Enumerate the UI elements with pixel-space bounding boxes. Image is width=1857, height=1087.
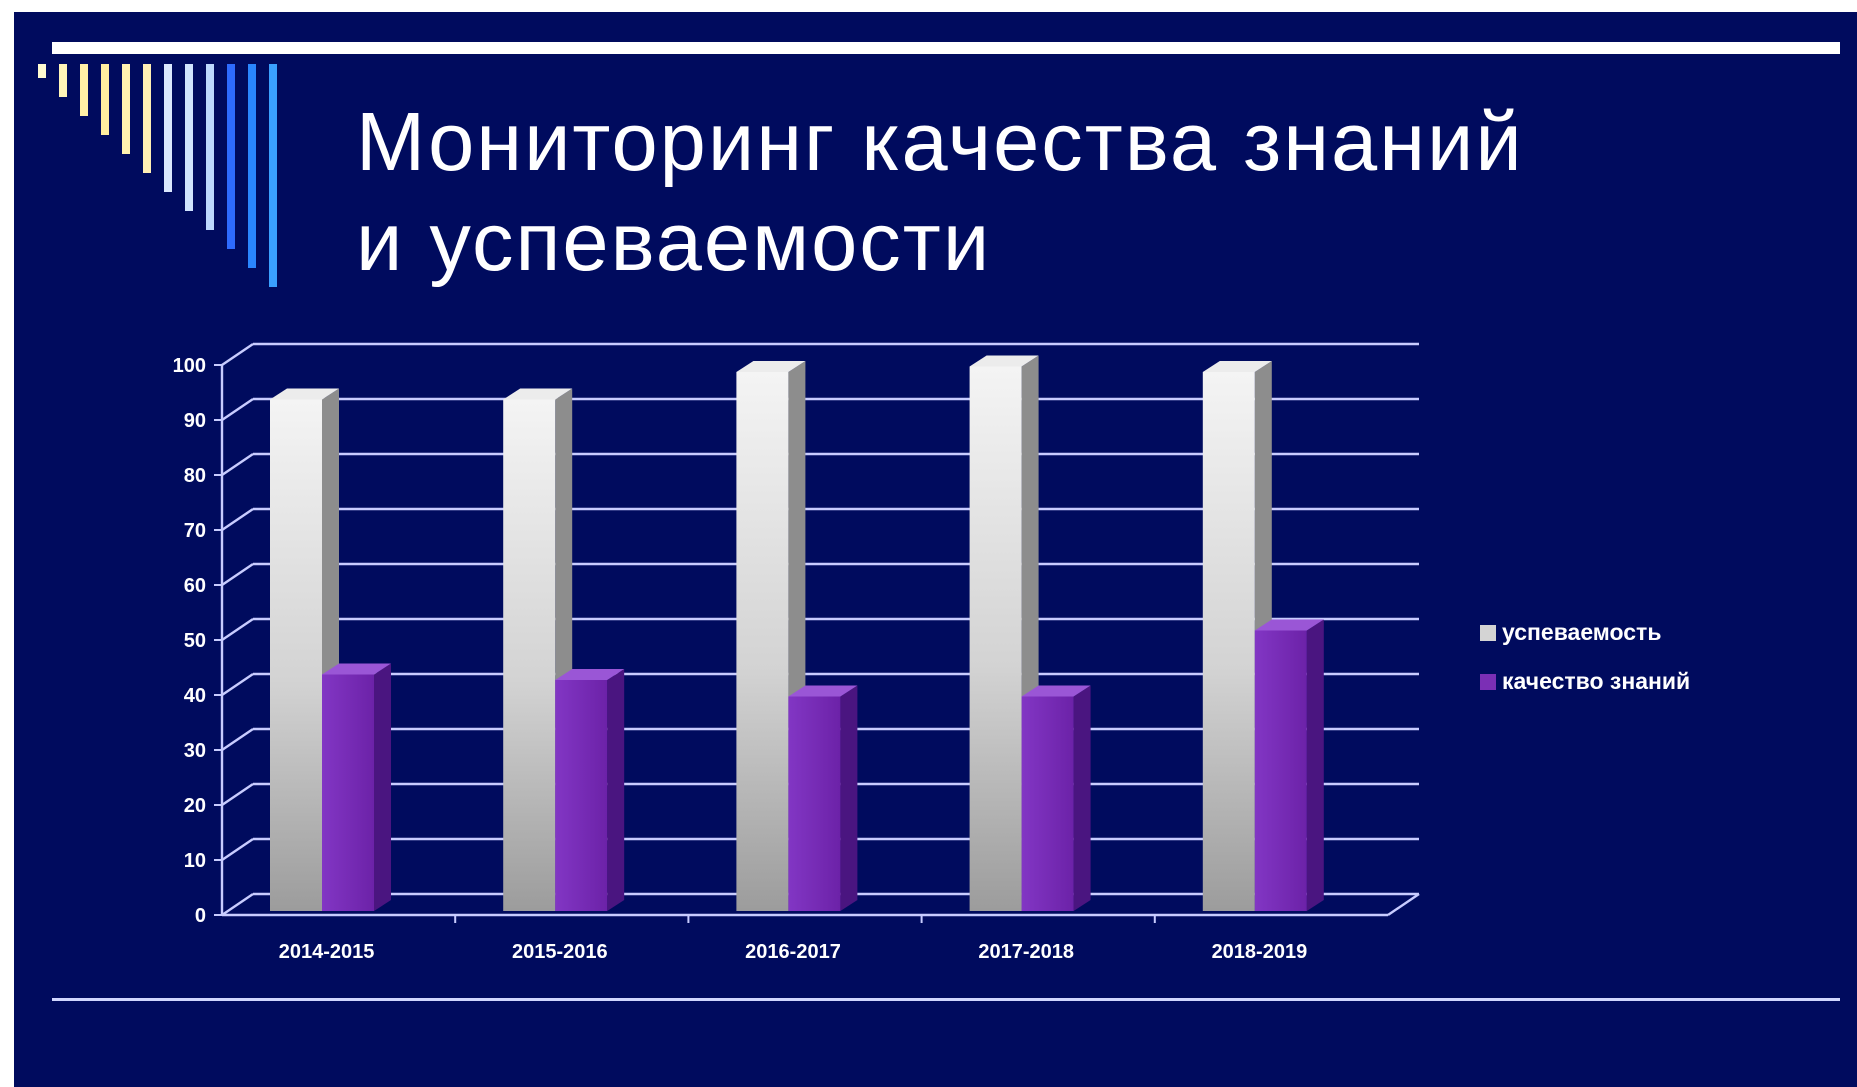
top-rule	[52, 42, 1840, 54]
bar-kachestvo	[788, 696, 841, 911]
gridline-side	[221, 453, 254, 476]
bar-uspevaemost	[270, 399, 322, 911]
decorative-stripe	[122, 64, 130, 154]
decorative-stripe	[59, 64, 67, 97]
y-tick-label: 70	[184, 520, 206, 542]
bar-uspevaemost	[1202, 372, 1255, 911]
legend-label: успеваемость	[1502, 619, 1661, 645]
y-tick-label: 40	[184, 685, 206, 707]
legend-swatch	[1480, 625, 1496, 641]
gridline-side	[221, 343, 254, 366]
y-tick-label: 80	[184, 465, 206, 487]
y-tick-label: 20	[184, 795, 206, 817]
decorative-stripe	[185, 64, 193, 211]
bar-top-uspevaemost	[503, 388, 573, 400]
gridline-side	[221, 783, 254, 806]
bar-top-kachestvo	[1254, 619, 1324, 631]
bar-top-kachestvo	[788, 685, 858, 697]
y-tick-label: 100	[173, 355, 206, 377]
bar-side-kachestvo	[1306, 619, 1324, 911]
legend-label: качество знаний	[1502, 668, 1690, 694]
bar-top-uspevaemost	[736, 361, 806, 372]
bar-side-kachestvo	[840, 685, 858, 911]
gridline-side	[221, 893, 254, 916]
decorative-stripes	[38, 64, 318, 304]
bar-side-kachestvo	[374, 663, 391, 911]
x-tick-label: 2016-2017	[745, 941, 841, 963]
legend-swatch	[1480, 674, 1496, 690]
y-tick-label: 60	[184, 575, 206, 597]
bar-kachestvo	[1254, 630, 1307, 911]
bar-uspevaemost	[736, 372, 789, 911]
bar-top-kachestvo	[555, 669, 625, 680]
x-tick-label: 2015-2016	[512, 941, 608, 963]
x-tick-label: 2014-2015	[279, 941, 375, 963]
decorative-stripe	[269, 64, 277, 287]
bar-top-kachestvo	[1021, 685, 1091, 697]
bottom-rule	[52, 998, 1840, 1001]
bar-uspevaemost	[503, 399, 556, 911]
decorative-stripe	[248, 64, 256, 268]
title-line-1: Мониторинг качества знаний	[356, 95, 1524, 188]
slide-title: Мониторинг качества знаний и успеваемост…	[356, 92, 1806, 292]
gridline-side	[221, 728, 254, 751]
x-tick-label: 2017-2018	[978, 941, 1074, 963]
bar-side-kachestvo	[607, 669, 625, 911]
decorative-stripe	[227, 64, 235, 249]
gridline-side	[221, 618, 254, 641]
gridline-side	[221, 838, 254, 861]
bar-kachestvo	[1021, 696, 1074, 911]
x-tick-label: 2018-2019	[1212, 941, 1308, 963]
y-tick-label: 90	[184, 410, 206, 432]
bar-side-kachestvo	[1073, 685, 1091, 911]
y-tick-label: 30	[184, 740, 206, 762]
bar-top-uspevaemost	[1202, 361, 1272, 372]
slide: Мониторинг качества знаний и успеваемост…	[14, 12, 1857, 1087]
bar-kachestvo	[322, 674, 374, 911]
title-line-2: и успеваемости	[356, 195, 992, 288]
y-tick-label: 50	[184, 630, 206, 652]
gridline-side	[221, 673, 254, 696]
decorative-stripe	[80, 64, 88, 116]
bar-top-uspevaemost	[969, 355, 1039, 367]
bar-uspevaemost	[969, 366, 1022, 911]
bar-top-kachestvo	[322, 663, 391, 675]
gridline-side	[221, 398, 254, 421]
bar-kachestvo	[555, 680, 608, 911]
decorative-stripe	[206, 64, 214, 230]
floor-edge	[1387, 893, 1420, 916]
y-tick-label: 10	[184, 850, 206, 872]
bar-chart: 0 10 20 30 40 50 60 70 80 90 100 2014-2015 2015-2016…	[173, 342, 1690, 963]
decorative-stripe	[38, 64, 46, 78]
decorative-stripe	[143, 64, 151, 173]
decorative-stripe	[164, 64, 172, 192]
decorative-stripe	[101, 64, 109, 135]
y-tick-label: 0	[195, 905, 206, 927]
bar-top-uspevaemost	[270, 388, 339, 400]
gridline-side	[221, 563, 254, 586]
gridline-side	[221, 508, 254, 531]
